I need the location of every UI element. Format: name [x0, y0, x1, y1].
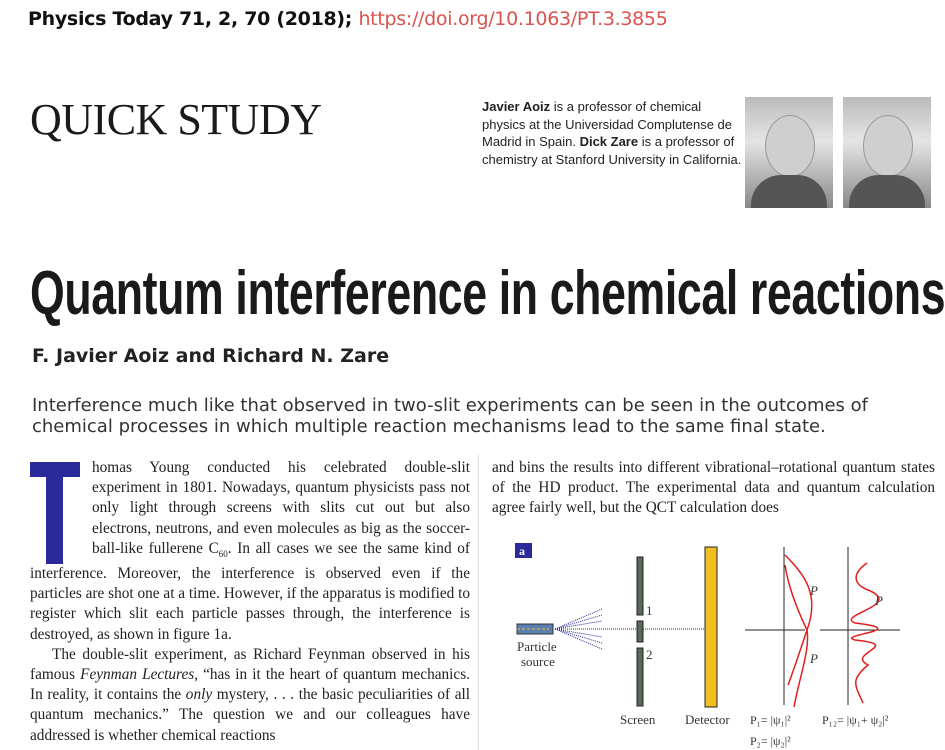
svg-text:P: P — [809, 651, 818, 666]
panel-label: a — [519, 544, 525, 558]
doi-link[interactable]: https://doi.org/10.1063/PT.3.3855 — [358, 8, 668, 30]
abstract: Interference much like that observed in … — [32, 395, 868, 437]
body-column-2: and bins the results into different vibr… — [492, 459, 935, 517]
svg-text:P: P — [874, 593, 883, 608]
svg-text:1: 1 — [646, 603, 653, 618]
drop-cap-T — [30, 462, 80, 564]
figure-1a: a Particle source 1 2 P P P Screen Detec… — [515, 543, 900, 748]
svg-text:P₁₂= |ψ₁+ ψ₂|²: P₁₂= |ψ₁+ ψ₂|² — [822, 713, 889, 727]
curve-p1 — [784, 554, 813, 686]
author-photo-aoiz — [745, 97, 833, 208]
panel-label-box — [515, 543, 532, 558]
author-photo-zare — [843, 97, 931, 208]
svg-text:P₁= |ψ₁|²: P₁= |ψ₁|² — [750, 713, 791, 727]
body-column-1: homas Young conducted his celebrated dou… — [30, 459, 470, 744]
citation: Physics Today 71, 2, 70 (2018); https://… — [28, 8, 668, 30]
svg-text:source: source — [521, 654, 555, 669]
svg-text:Screen: Screen — [620, 712, 656, 727]
curve-p2 — [784, 564, 809, 708]
svg-text:P₂= |ψ₂|²: P₂= |ψ₂|² — [750, 734, 791, 748]
svg-text:P: P — [809, 583, 818, 598]
screen-bottom — [636, 647, 644, 707]
authors: F. Javier Aoiz and Richard N. Zare — [32, 345, 390, 367]
article-title: Quantum interference in chemical reactio… — [30, 259, 945, 328]
svg-text:Particle: Particle — [517, 639, 557, 654]
section-heading: QUICK STUDY — [30, 95, 322, 144]
svg-text:2: 2 — [646, 647, 653, 662]
curve-p12 — [850, 562, 880, 704]
screen-middle — [636, 620, 644, 643]
svg-text:Detector: Detector — [685, 712, 730, 727]
column-divider — [478, 455, 479, 750]
particle-rays — [554, 608, 705, 650]
author-bio: Javier Aoiz is a professor of chemical p… — [482, 99, 742, 167]
detector — [704, 546, 718, 708]
screen-top — [636, 556, 644, 616]
